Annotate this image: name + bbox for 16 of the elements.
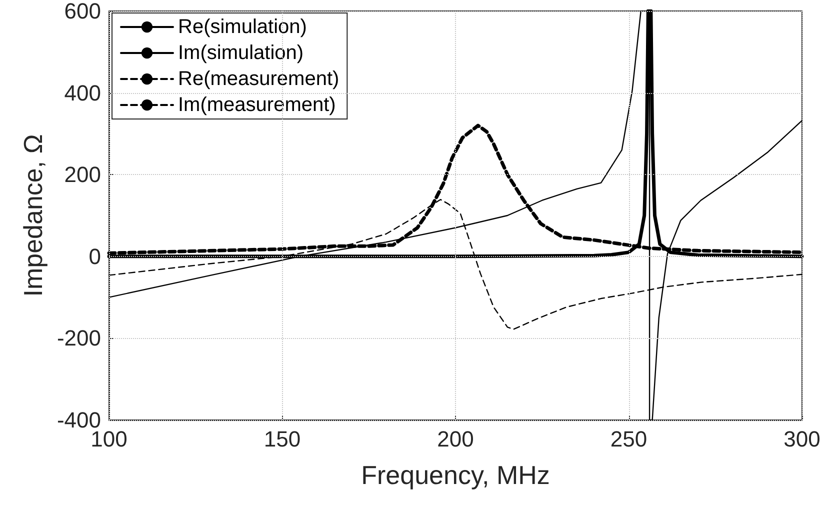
legend-label: Im(simulation) bbox=[178, 42, 304, 64]
y-tick-label: -200 bbox=[56, 326, 101, 351]
x-tick-label: 300 bbox=[784, 426, 820, 452]
y-tick-label: 200 bbox=[64, 162, 101, 188]
x-tick-label: 150 bbox=[264, 426, 301, 452]
legend-label: Im(measurement) bbox=[178, 94, 336, 116]
line-series bbox=[108, 10, 803, 421]
y-tick-label: 0 bbox=[88, 244, 101, 269]
x-tick-label: 200 bbox=[437, 426, 474, 452]
legend-label: Re(measurement) bbox=[178, 68, 340, 90]
legend-label: Re(simulation) bbox=[178, 16, 307, 38]
x-tick-label: 250 bbox=[610, 426, 648, 452]
y-tick-label: 400 bbox=[64, 80, 101, 106]
x-axis-title: Frequency, MHz bbox=[361, 460, 550, 490]
y-tick-label: 600 bbox=[64, 0, 101, 24]
y-axis-title: Impedance, Ω bbox=[18, 134, 48, 297]
